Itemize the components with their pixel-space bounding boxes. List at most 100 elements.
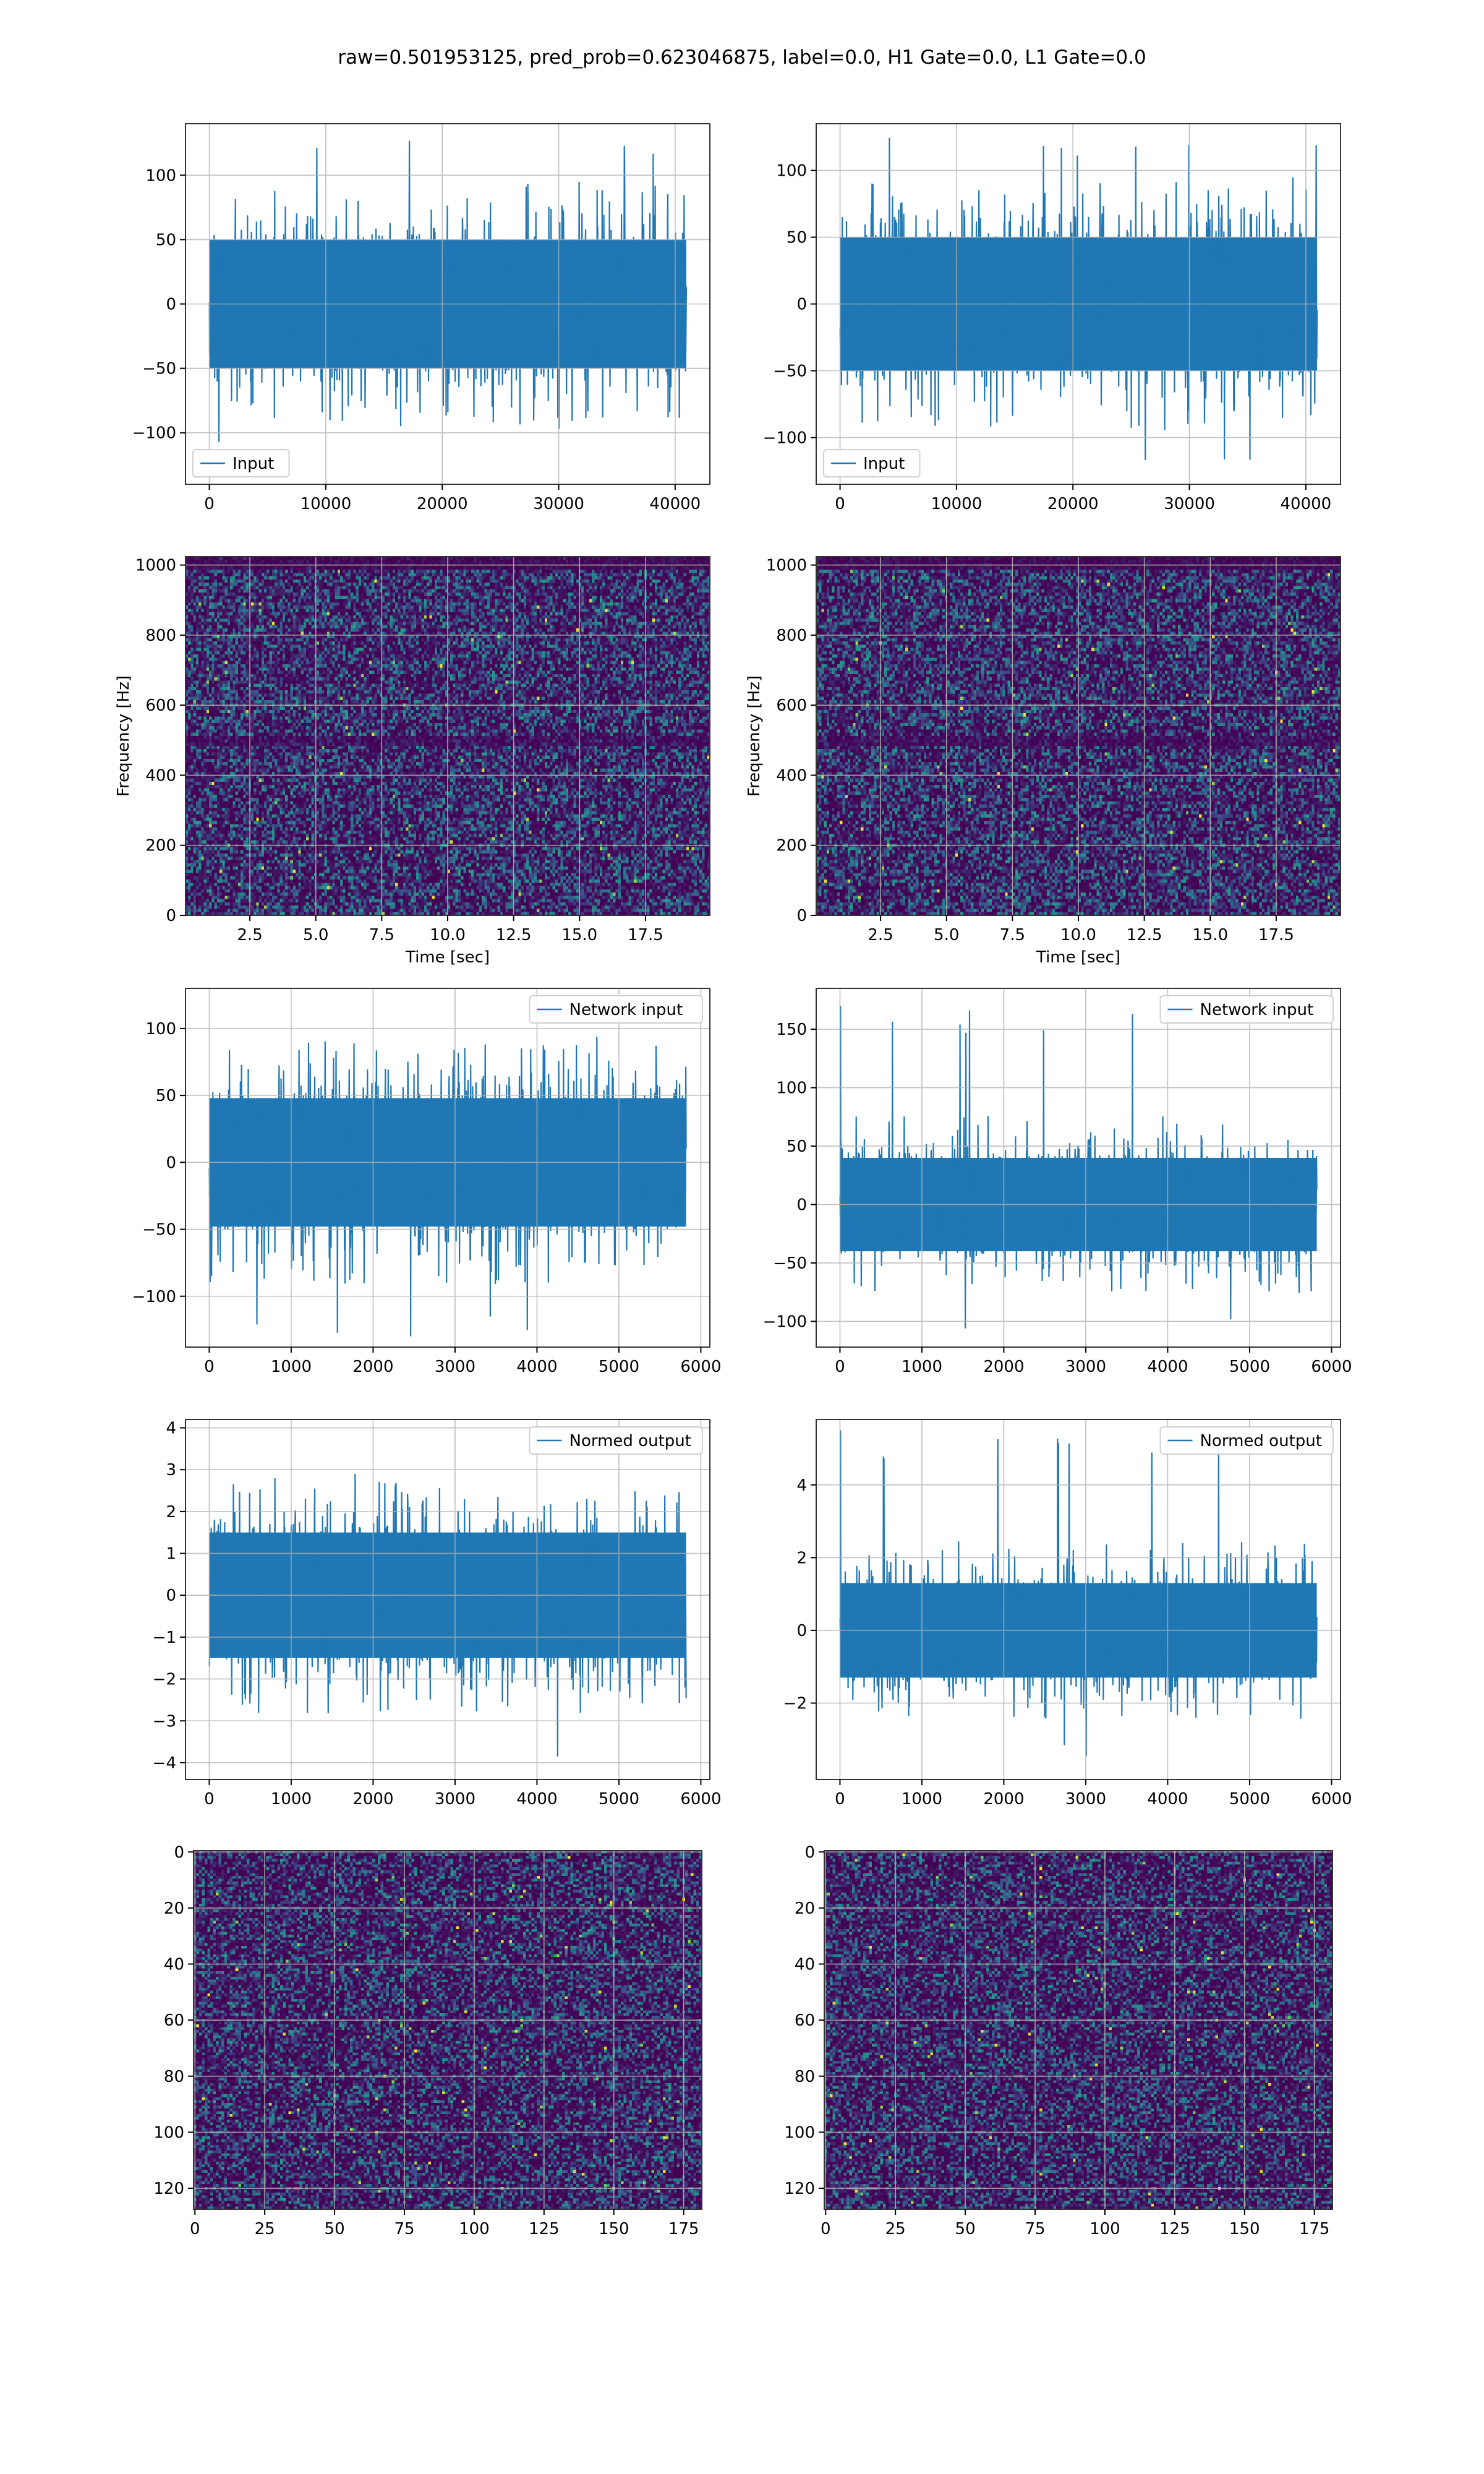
heatmap-cell xyxy=(272,576,275,580)
heatmap-cell xyxy=(684,618,687,622)
heatmap-cell xyxy=(463,570,466,573)
heatmap-cell xyxy=(367,606,370,609)
heatmap-cell xyxy=(243,586,246,589)
heatmap-cell xyxy=(335,612,338,616)
heatmap-cell xyxy=(550,583,553,586)
heatmap-cell xyxy=(364,560,367,563)
heatmap-cell xyxy=(211,599,215,603)
heatmap-cell xyxy=(626,570,629,573)
heatmap-cell xyxy=(427,570,430,573)
heatmap-cell xyxy=(670,606,673,609)
heatmap-cell xyxy=(241,586,244,589)
heatmap-cell xyxy=(532,612,535,616)
heatmap-cell xyxy=(220,612,223,616)
heatmap-cell xyxy=(702,622,705,625)
heatmap-cell xyxy=(301,593,304,596)
heatmap-cell xyxy=(547,560,550,563)
heatmap-cell xyxy=(524,583,527,586)
heatmap-cell xyxy=(560,606,563,609)
heatmap-cell xyxy=(296,599,299,603)
heatmap-cell xyxy=(322,570,325,573)
heatmap-cell xyxy=(335,609,338,612)
heatmap-cell xyxy=(209,596,212,599)
heatmap-cell xyxy=(631,583,634,586)
heatmap-cell xyxy=(474,625,477,629)
heatmap-cell xyxy=(539,628,542,632)
heatmap-cell xyxy=(629,573,632,576)
heatmap-cell xyxy=(272,615,275,619)
heatmap-cell xyxy=(194,596,197,599)
heatmap-cell xyxy=(194,625,197,629)
heatmap-cell xyxy=(558,573,561,576)
heatmap-cell xyxy=(398,593,401,596)
heatmap-cell xyxy=(705,596,708,599)
heatmap-cell xyxy=(694,622,697,625)
heatmap-cell xyxy=(655,576,658,580)
heatmap-cell xyxy=(681,618,684,622)
heatmap-cell xyxy=(241,599,244,603)
heatmap-cell xyxy=(477,570,480,573)
heatmap-cell xyxy=(581,599,584,603)
heatmap-cell xyxy=(288,609,291,612)
heatmap-cell xyxy=(432,589,435,593)
heatmap-cell xyxy=(241,589,244,593)
heatmap-cell xyxy=(673,593,676,596)
heatmap-cell xyxy=(236,560,239,563)
heatmap-cell xyxy=(291,625,294,629)
heatmap-cell xyxy=(374,618,377,622)
heatmap-cell xyxy=(377,586,380,589)
heatmap-cell xyxy=(296,586,299,589)
heatmap-cell xyxy=(346,596,349,599)
heatmap-cell xyxy=(270,615,273,619)
heatmap-cell xyxy=(440,560,443,563)
heatmap-cell xyxy=(592,596,595,599)
heatmap-cell xyxy=(655,606,658,609)
heatmap-cell xyxy=(453,612,456,616)
heatmap-cell xyxy=(458,593,461,596)
heatmap-cell xyxy=(505,583,508,586)
heatmap-cell xyxy=(385,593,388,596)
heatmap-cell xyxy=(649,576,652,580)
heatmap-cell xyxy=(539,618,542,622)
heatmap-cell xyxy=(209,589,212,593)
heatmap-cell xyxy=(215,570,218,573)
heatmap-cell xyxy=(291,606,294,609)
heatmap-cell xyxy=(285,612,288,616)
heatmap-cell xyxy=(563,560,566,563)
heatmap-cell xyxy=(529,625,532,629)
heatmap-cell xyxy=(403,589,406,593)
heatmap-cell xyxy=(663,589,666,593)
heatmap-cell xyxy=(387,628,390,632)
heatmap-cell xyxy=(626,589,629,593)
heatmap-cell xyxy=(288,593,291,596)
y-tick-label: −50 xyxy=(773,362,807,380)
heatmap-cell xyxy=(338,576,341,580)
heatmap-cell xyxy=(584,625,587,629)
heatmap-cell xyxy=(230,602,233,606)
heatmap-cell xyxy=(440,625,443,629)
heatmap-cell xyxy=(600,625,603,629)
heatmap-cell xyxy=(505,622,508,625)
heatmap-cell xyxy=(301,625,304,629)
heatmap-cell xyxy=(634,612,637,616)
heatmap-cell xyxy=(317,593,320,596)
heatmap-cell xyxy=(498,580,501,583)
heatmap-cell xyxy=(230,618,233,622)
heatmap-cell xyxy=(306,599,309,603)
heatmap-cell xyxy=(416,615,419,619)
heatmap-cell xyxy=(437,606,440,609)
heatmap-cell xyxy=(500,628,503,632)
heatmap-cell xyxy=(490,606,493,609)
heatmap-cell xyxy=(401,573,404,576)
heatmap-cell xyxy=(663,609,666,612)
heatmap-cell xyxy=(673,628,676,632)
heatmap-cell xyxy=(220,596,223,599)
heatmap-cell xyxy=(275,606,278,609)
heatmap-cell xyxy=(322,628,325,632)
heatmap-cell xyxy=(319,615,322,619)
heatmap-cell xyxy=(678,628,681,632)
y-tick-label: 100 xyxy=(145,166,176,185)
heatmap-cell xyxy=(372,570,375,573)
heatmap-cell xyxy=(563,606,566,609)
heatmap-cell xyxy=(691,606,694,609)
